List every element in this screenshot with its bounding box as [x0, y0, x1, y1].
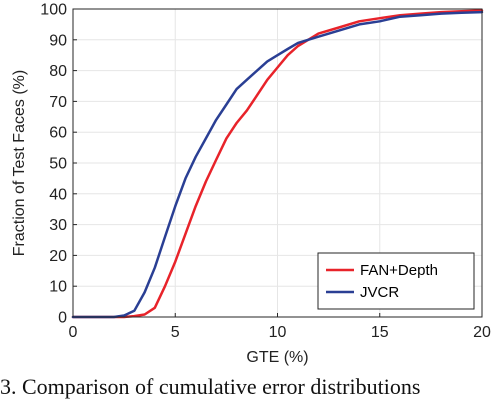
y-tick-label: 80 [49, 63, 67, 80]
x-tick-label: 5 [171, 324, 180, 341]
y-tick-label: 40 [49, 186, 67, 203]
y-tick-label: 90 [49, 32, 67, 49]
legend: FAN+Depth JVCR [317, 252, 475, 310]
y-tick-label: 100 [40, 2, 67, 19]
x-tick-label: 15 [371, 324, 389, 341]
y-tick-label: 0 [58, 310, 67, 327]
legend-label: FAN+Depth [360, 262, 438, 279]
y-tick-label: 60 [49, 125, 67, 142]
series-line-jvcr [71, 10, 484, 319]
series-lines [71, 9, 484, 319]
x-axis-label: GTE (%) [246, 349, 308, 366]
x-tick-label: 10 [269, 324, 287, 341]
figure-caption: 3. Comparison of cumulative error distri… [0, 374, 421, 399]
y-tick-label: 70 [49, 94, 67, 111]
tick-labels: 0 5 10 15 20 0 10 20 30 40 50 60 70 80 90 100 [40, 2, 491, 342]
x-tick-label: 0 [69, 324, 78, 341]
y-tick-label: 10 [49, 279, 67, 296]
legend-box [317, 252, 475, 310]
y-tick-label: 20 [49, 248, 67, 265]
legend-label: JVCR [360, 284, 399, 301]
x-tick-label: 20 [473, 324, 491, 341]
axis-ticks [72, 8, 483, 318]
y-tick-label: 30 [49, 217, 67, 234]
y-axis-label: Fraction of Test Faces (%) [11, 70, 28, 256]
y-tick-label: 50 [49, 156, 67, 173]
series-line-fan-depth [71, 9, 484, 319]
